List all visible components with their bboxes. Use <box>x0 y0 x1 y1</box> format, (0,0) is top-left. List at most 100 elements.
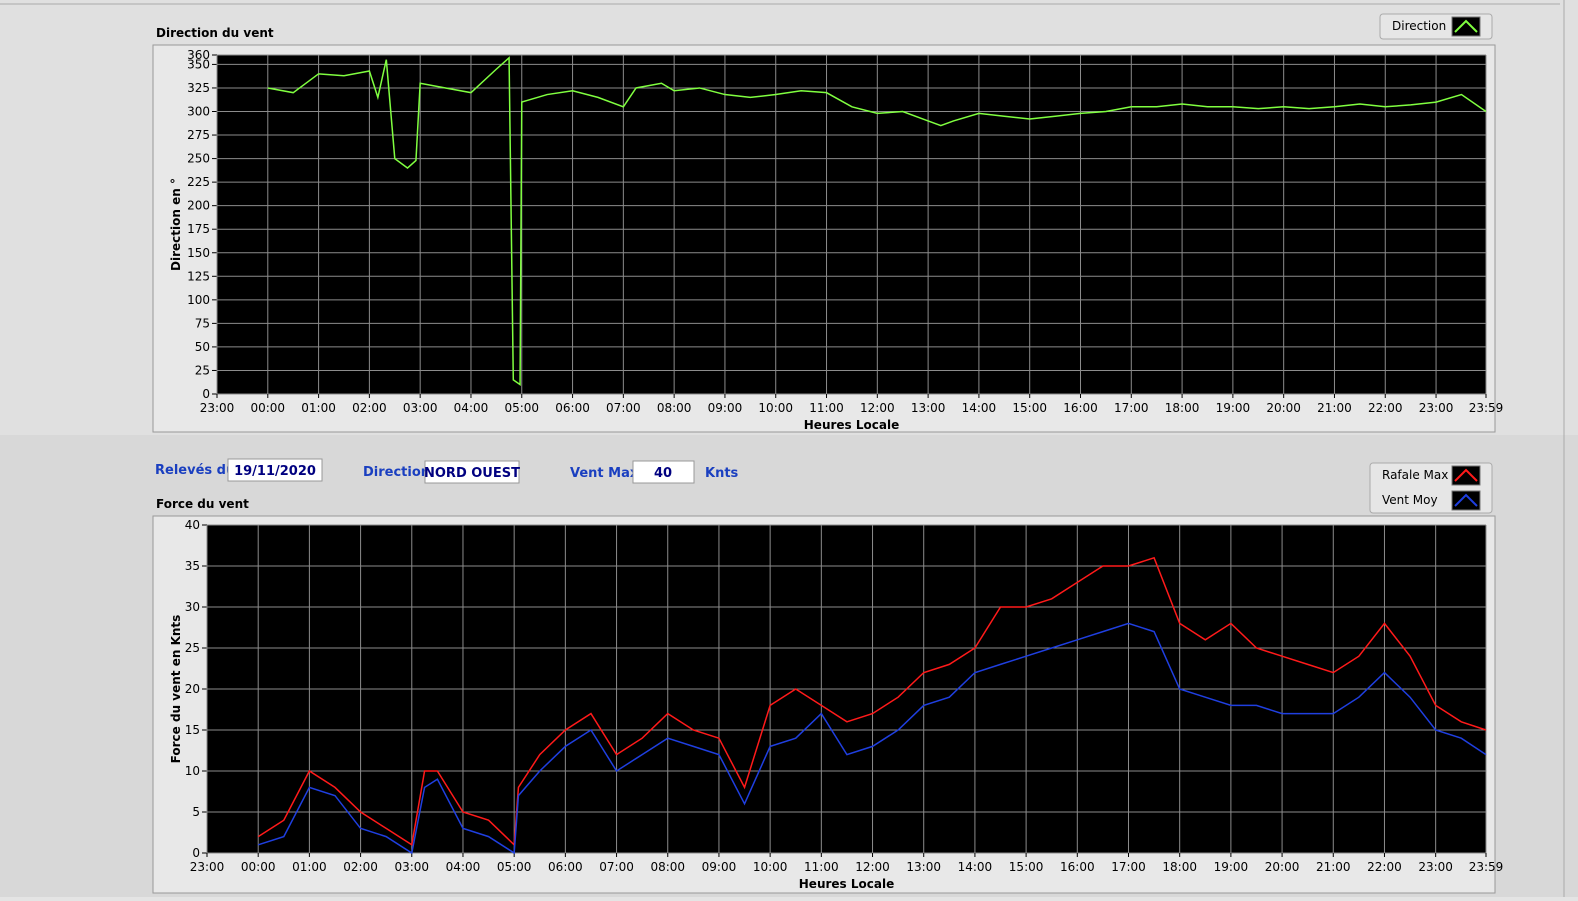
y-axis-label: Direction en ° <box>169 178 183 271</box>
x-tick-label: 22:00 <box>1367 860 1402 874</box>
x-tick-label: 14:00 <box>962 401 997 415</box>
direction-value: NORD OUEST <box>424 466 520 481</box>
legend-icon <box>1454 19 1478 33</box>
legend-swatch <box>1451 16 1481 37</box>
y-tick-label: 75 <box>195 316 210 330</box>
direction-label: Direction <box>363 465 430 480</box>
x-axis-label: Heures Locale <box>799 877 894 891</box>
data-line <box>257 556 1487 847</box>
x-tick-label: 16:00 <box>1060 860 1095 874</box>
y-tick-label: 200 <box>187 199 210 213</box>
y-tick-label: 25 <box>195 363 210 377</box>
x-tick-label: 02:00 <box>352 401 387 415</box>
y-tick-label: 125 <box>187 269 210 283</box>
x-tick-label: 20:00 <box>1265 860 1300 874</box>
unit-label: Knts <box>705 466 739 481</box>
x-tick-label: 13:00 <box>911 401 946 415</box>
legend-icon <box>1454 493 1478 507</box>
x-tick-label: 23:00 <box>190 860 225 874</box>
y-tick-label: 35 <box>185 559 200 573</box>
x-tick-label: 15:00 <box>1012 401 1047 415</box>
x-tick-label: 06:00 <box>548 860 583 874</box>
x-tick-label: 09:00 <box>708 401 743 415</box>
x-tick-label: 10:00 <box>753 860 788 874</box>
y-tick-label: 175 <box>187 222 210 236</box>
y-tick-label: 40 <box>185 518 200 532</box>
x-tick-label: 17:00 <box>1114 401 1149 415</box>
y-tick-label: 100 <box>187 293 210 307</box>
legend-icon <box>1454 468 1478 482</box>
y-tick-label: 225 <box>187 175 210 189</box>
vent-max-value: 40 <box>654 466 672 481</box>
x-tick-label: 10:00 <box>758 401 793 415</box>
x-tick-label: 17:00 <box>1111 860 1146 874</box>
x-tick-label: 18:00 <box>1162 860 1197 874</box>
x-tick-label: 23:59 <box>1469 860 1504 874</box>
x-tick-label: 19:00 <box>1216 401 1251 415</box>
x-tick-label: 06:00 <box>555 401 590 415</box>
x-tick-label: 23:00 <box>200 401 235 415</box>
y-tick-label: 150 <box>187 246 210 260</box>
chart-title: Force du vent <box>156 497 249 511</box>
x-tick-label: 14:00 <box>958 860 993 874</box>
y-tick-label: 5 <box>192 805 200 819</box>
y-tick-label: 25 <box>185 641 200 655</box>
x-tick-label: 23:00 <box>1419 401 1454 415</box>
y-tick-label: 0 <box>192 846 200 860</box>
date-value: 19/11/2020 <box>234 464 316 479</box>
x-tick-label: 08:00 <box>657 401 692 415</box>
y-tick-label: 20 <box>185 682 200 696</box>
y-tick-label: 360 <box>187 48 210 62</box>
y-tick-label: 250 <box>187 152 210 166</box>
x-tick-label: 04:00 <box>454 401 489 415</box>
y-tick-label: 50 <box>195 340 210 354</box>
x-tick-label: 05:00 <box>497 860 532 874</box>
x-tick-label: 05:00 <box>504 401 539 415</box>
x-tick-label: 02:00 <box>343 860 378 874</box>
legend-label: Rafale Max <box>1382 468 1448 482</box>
legend-swatch <box>1451 465 1481 486</box>
x-tick-label: 01:00 <box>292 860 327 874</box>
x-tick-label: 16:00 <box>1063 401 1098 415</box>
vent-max-label: Vent Max <box>570 466 639 481</box>
data-line <box>267 56 1487 387</box>
x-tick-label: 19:00 <box>1214 860 1249 874</box>
date-field[interactable] <box>227 458 323 482</box>
x-tick-label: 01:00 <box>301 401 336 415</box>
x-tick-label: 13:00 <box>906 860 941 874</box>
x-tick-label: 20:00 <box>1266 401 1301 415</box>
x-tick-label: 07:00 <box>599 860 634 874</box>
y-tick-label: 350 <box>187 57 210 71</box>
x-tick-label: 07:00 <box>606 401 641 415</box>
date-label: Relevés du <box>155 463 235 478</box>
x-tick-label: 11:00 <box>809 401 844 415</box>
x-tick-label: 22:00 <box>1368 401 1403 415</box>
legend-label: Vent Moy <box>1382 493 1438 507</box>
y-tick-label: 0 <box>202 387 210 401</box>
vent-max-field[interactable] <box>632 460 695 484</box>
y-axis-label: Force du vent en Knts <box>169 615 183 764</box>
y-tick-label: 275 <box>187 128 210 142</box>
chart-title: Direction du vent <box>156 26 274 40</box>
y-tick-label: 300 <box>187 105 210 119</box>
y-tick-label: 30 <box>185 600 200 614</box>
y-tick-label: 10 <box>185 764 200 778</box>
x-tick-label: 09:00 <box>702 860 737 874</box>
x-tick-label: 04:00 <box>446 860 481 874</box>
y-tick-label: 15 <box>185 723 200 737</box>
x-tick-label: 08:00 <box>650 860 685 874</box>
x-tick-label: 18:00 <box>1165 401 1200 415</box>
direction-field[interactable] <box>424 460 520 484</box>
x-tick-label: 00:00 <box>250 401 285 415</box>
x-axis-label: Heures Locale <box>804 418 899 432</box>
x-tick-label: 03:00 <box>394 860 429 874</box>
x-tick-label: 12:00 <box>855 860 890 874</box>
data-line <box>257 622 1487 855</box>
legend-swatch <box>1451 490 1481 511</box>
x-tick-label: 12:00 <box>860 401 895 415</box>
x-tick-label: 21:00 <box>1316 860 1351 874</box>
x-tick-label: 23:59 <box>1469 401 1504 415</box>
x-tick-label: 00:00 <box>241 860 276 874</box>
x-tick-label: 03:00 <box>403 401 438 415</box>
